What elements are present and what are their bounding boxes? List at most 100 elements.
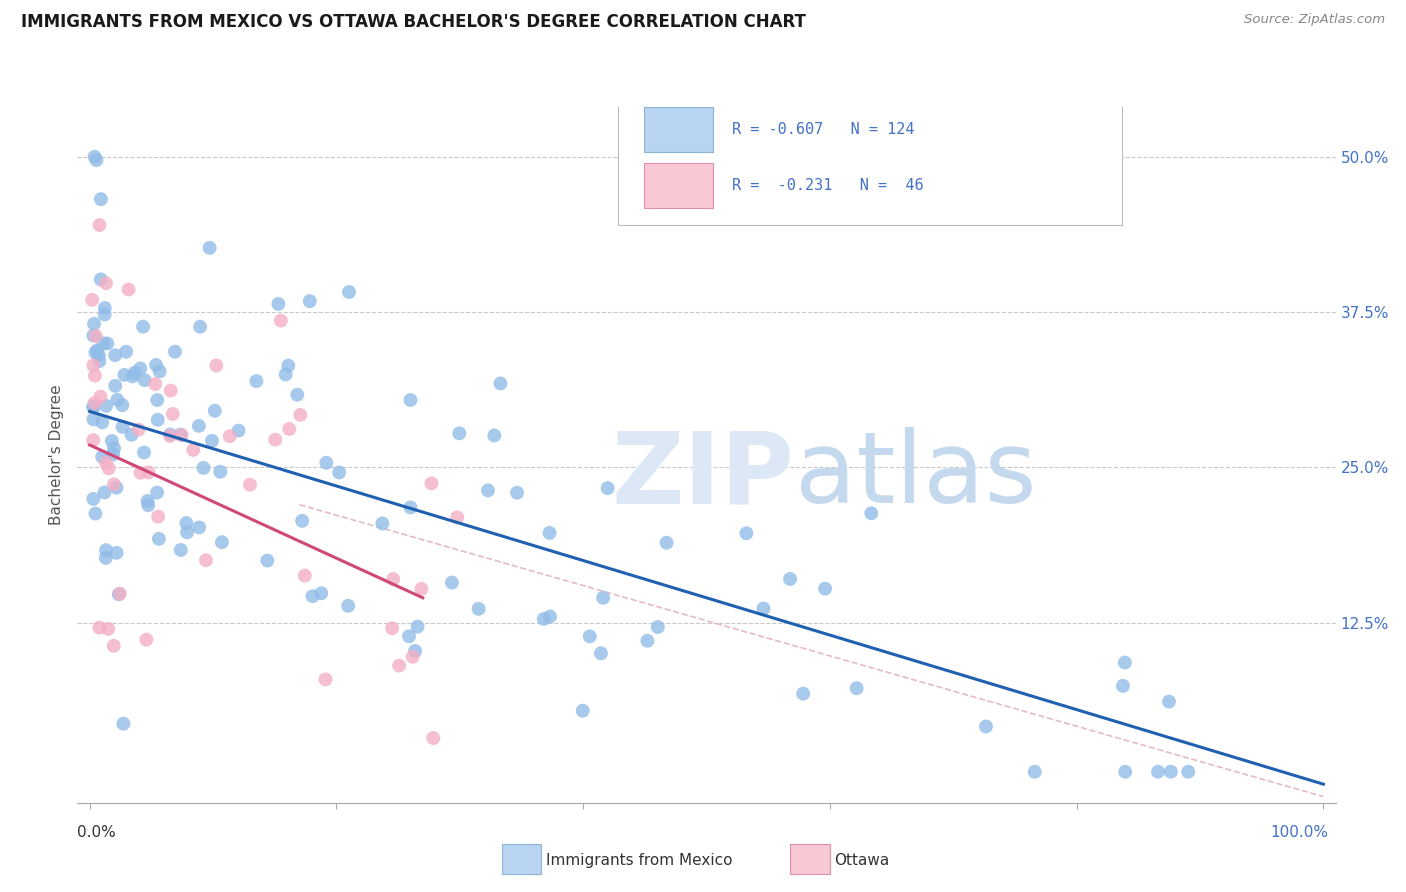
Point	[103, 639, 125, 653]
Point	[159, 429, 181, 443]
Text: IMMIGRANTS FROM MEXICO VS OTTAWA BACHELOR'S DEGREE CORRELATION CHART: IMMIGRANTS FROM MEXICO VS OTTAWA BACHELO…	[21, 13, 806, 31]
Point	[115, 344, 138, 359]
Point	[315, 456, 337, 470]
Point	[388, 658, 411, 673]
Point	[111, 420, 134, 434]
Point	[82, 293, 104, 307]
Point	[148, 532, 170, 546]
Point	[201, 434, 224, 448]
Point	[104, 379, 127, 393]
Point	[121, 369, 143, 384]
Text: 0.0%: 0.0%	[77, 825, 117, 840]
Point	[402, 649, 425, 664]
Point	[89, 390, 111, 404]
Point	[82, 433, 104, 447]
Point	[146, 413, 169, 427]
Point	[105, 481, 128, 495]
Point	[181, 442, 204, 457]
Point	[1177, 764, 1199, 779]
Point	[121, 427, 143, 442]
Point	[187, 418, 209, 433]
Point	[337, 285, 360, 299]
Point	[146, 393, 169, 408]
Point	[337, 599, 360, 613]
Point	[538, 609, 561, 624]
Point	[270, 313, 292, 327]
Point	[420, 476, 443, 491]
Point	[149, 364, 172, 378]
Point	[84, 329, 107, 343]
Text: Ottawa: Ottawa	[834, 854, 889, 868]
Point	[506, 485, 529, 500]
Point	[188, 319, 211, 334]
Point	[101, 434, 124, 448]
Point	[94, 301, 117, 315]
Point	[143, 377, 166, 392]
Point	[209, 465, 232, 479]
Point	[84, 368, 107, 383]
FancyBboxPatch shape	[644, 162, 713, 208]
Point	[188, 520, 211, 534]
Point	[228, 424, 250, 438]
Point	[1114, 764, 1136, 779]
Text: Source: ZipAtlas.com: Source: ZipAtlas.com	[1244, 13, 1385, 27]
Point	[82, 328, 104, 343]
Point	[328, 466, 350, 480]
Point	[132, 445, 155, 459]
Point	[159, 427, 181, 442]
FancyBboxPatch shape	[644, 107, 713, 153]
Point	[94, 550, 117, 565]
Point	[636, 633, 658, 648]
Point	[94, 543, 117, 558]
Text: 100.0%: 100.0%	[1271, 825, 1329, 840]
Point	[974, 719, 997, 733]
Point	[103, 477, 125, 491]
Point	[278, 422, 301, 436]
Point	[89, 621, 111, 635]
Y-axis label: Bachelor's Degree: Bachelor's Degree	[49, 384, 65, 525]
Point	[264, 433, 287, 447]
Point	[132, 319, 155, 334]
Point	[93, 308, 115, 322]
Point	[148, 509, 170, 524]
Point	[91, 416, 114, 430]
Point	[163, 344, 186, 359]
Point	[97, 622, 120, 636]
Point	[84, 345, 107, 359]
Point	[128, 423, 150, 437]
Point	[90, 192, 112, 206]
Point	[82, 359, 104, 373]
Point	[176, 516, 198, 530]
Point	[371, 516, 394, 531]
Point	[93, 336, 115, 351]
Point	[301, 589, 323, 603]
Point	[267, 297, 290, 311]
Point	[90, 272, 112, 286]
Point	[86, 343, 108, 358]
Point	[83, 150, 105, 164]
Point	[89, 354, 111, 368]
Point	[138, 466, 160, 480]
Point	[294, 568, 316, 582]
Point	[1112, 679, 1135, 693]
Point	[82, 491, 104, 506]
Point	[211, 535, 233, 549]
Point	[195, 553, 218, 567]
Point	[814, 582, 837, 596]
Point	[176, 525, 198, 540]
Point	[198, 241, 221, 255]
Point	[204, 403, 226, 417]
Text: Immigrants from Mexico: Immigrants from Mexico	[546, 854, 733, 868]
Point	[596, 481, 619, 495]
Point	[489, 376, 512, 391]
Point	[484, 428, 506, 442]
Point	[422, 731, 444, 745]
Point	[112, 368, 135, 382]
Point	[571, 704, 593, 718]
Point	[449, 426, 471, 441]
Point	[129, 361, 152, 376]
Point	[136, 494, 159, 508]
Point	[82, 412, 104, 426]
Text: ZIP: ZIP	[612, 427, 794, 524]
Point	[105, 392, 128, 407]
